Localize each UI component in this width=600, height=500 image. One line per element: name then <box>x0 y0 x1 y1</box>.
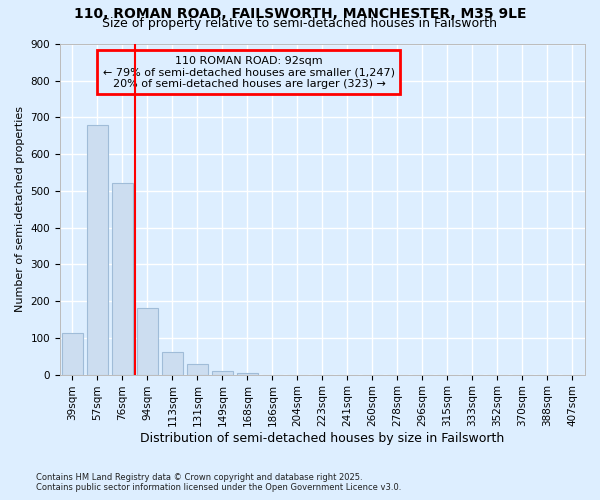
Text: Contains HM Land Registry data © Crown copyright and database right 2025.
Contai: Contains HM Land Registry data © Crown c… <box>36 473 401 492</box>
Bar <box>137 308 158 374</box>
X-axis label: Distribution of semi-detached houses by size in Failsworth: Distribution of semi-detached houses by … <box>140 432 505 445</box>
Text: 110, ROMAN ROAD, FAILSWORTH, MANCHESTER, M35 9LE: 110, ROMAN ROAD, FAILSWORTH, MANCHESTER,… <box>74 8 526 22</box>
Bar <box>212 371 233 374</box>
Text: Size of property relative to semi-detached houses in Failsworth: Size of property relative to semi-detach… <box>103 18 497 30</box>
Bar <box>87 125 108 374</box>
Y-axis label: Number of semi-detached properties: Number of semi-detached properties <box>15 106 25 312</box>
Text: 110 ROMAN ROAD: 92sqm
← 79% of semi-detached houses are smaller (1,247)
20% of s: 110 ROMAN ROAD: 92sqm ← 79% of semi-deta… <box>103 56 395 89</box>
Bar <box>62 334 83 374</box>
Bar <box>237 373 258 374</box>
Bar <box>187 364 208 374</box>
Bar <box>162 352 183 374</box>
Bar <box>112 183 133 374</box>
